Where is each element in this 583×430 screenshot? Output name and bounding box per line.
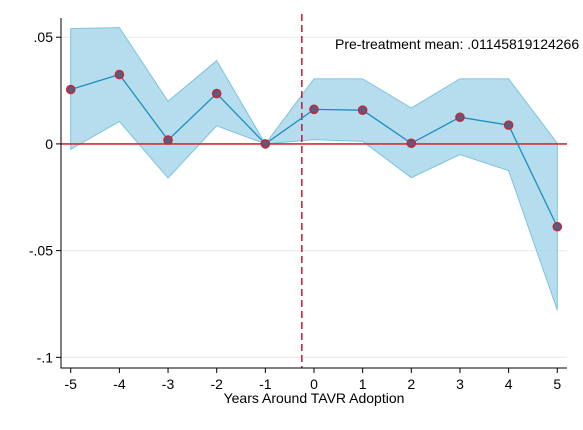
x-tick-label-6: 1 <box>359 376 367 392</box>
data-point-9 <box>503 120 514 130</box>
data-point-6 <box>357 105 368 115</box>
y-tick-label-1: 0 <box>45 136 53 152</box>
data-point-10 <box>552 221 563 232</box>
pre-treatment-mean-annotation: Pre-treatment mean: .01145819124266 <box>335 36 579 52</box>
axes-layer: .05 0 -.05 -.1 -5 -4 -3 -2 -1 0 1 2 3 4 5 <box>29 18 567 392</box>
x-tick-label-3: -2 <box>210 376 223 392</box>
data-point-0 <box>65 84 76 95</box>
x-tick-label-8: 3 <box>456 376 464 392</box>
data-point-2 <box>163 135 173 145</box>
x-axis-label: Years Around TAVR Adoption <box>224 390 405 406</box>
x-tick-label-1: -4 <box>113 376 126 392</box>
data-point-5 <box>309 104 319 115</box>
x-tick-label-5: 0 <box>310 376 318 392</box>
x-tick-label-10: 5 <box>553 376 561 392</box>
y-tick-label-3: -.1 <box>37 349 54 365</box>
x-tick-label-2: -3 <box>162 376 175 392</box>
data-point-3 <box>211 88 222 99</box>
data-point-7 <box>406 138 417 149</box>
data-point-1 <box>114 69 125 80</box>
reference-lines-layer <box>61 14 567 368</box>
confidence-interval-band <box>70 27 558 311</box>
x-tick-label-7: 2 <box>407 376 415 392</box>
markers-layer <box>65 69 563 232</box>
x-tick-label-0: -5 <box>65 376 78 392</box>
data-point-8 <box>455 112 465 123</box>
x-tick-label-9: 4 <box>505 376 513 392</box>
y-tick-label-0: .05 <box>34 29 54 45</box>
y-tick-label-2: -.05 <box>29 243 53 259</box>
x-tick-label-4: -1 <box>259 376 272 392</box>
data-point-4 <box>260 139 271 149</box>
ci-band-layer <box>70 27 558 311</box>
